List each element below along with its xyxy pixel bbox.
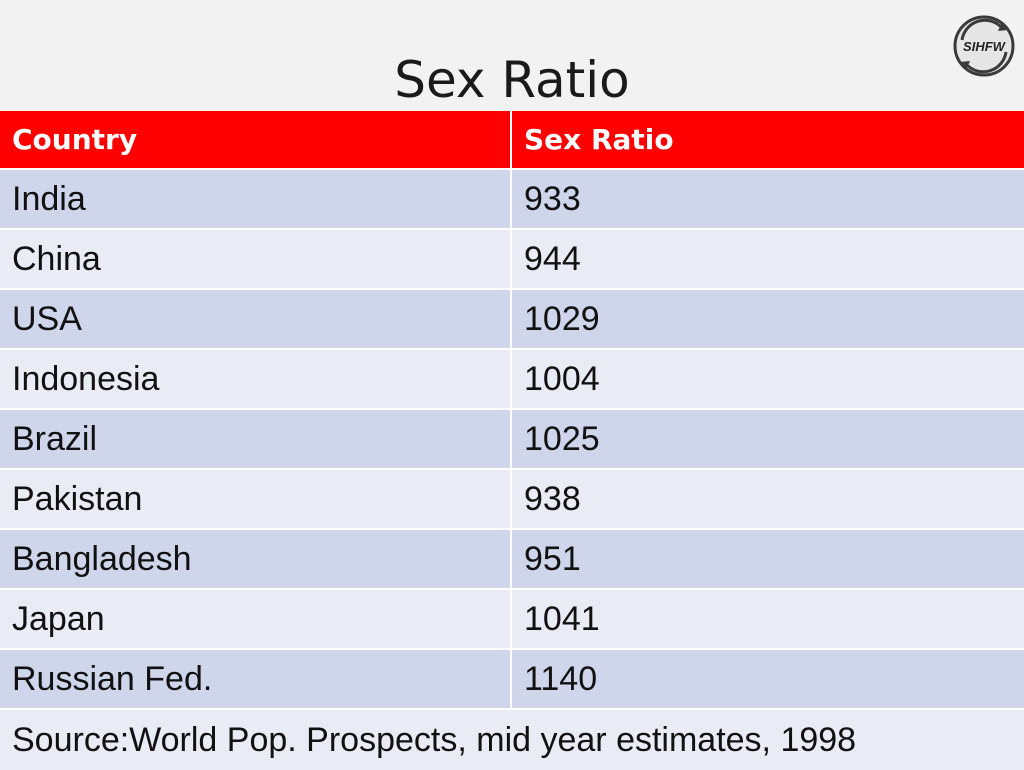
sihfw-logo: SIHFW	[953, 15, 1015, 77]
cell-sex-ratio: 951	[511, 528, 1024, 589]
cell-sex-ratio: 1004	[511, 348, 1024, 409]
cell-sex-ratio: 933	[511, 168, 1024, 229]
cell-sex-ratio: 1041	[511, 588, 1024, 649]
cell-country: Brazil	[0, 408, 512, 469]
slide-title: Sex Ratio	[394, 51, 630, 109]
table-row: USA 1029	[0, 288, 1024, 349]
cell-sex-ratio: 944	[511, 228, 1024, 289]
source-note: Source:World Pop. Prospects, mid year es…	[0, 708, 1024, 770]
source-row: Source:World Pop. Prospects, mid year es…	[0, 708, 1024, 770]
cell-sex-ratio: 1025	[511, 408, 1024, 469]
cell-country: Indonesia	[0, 348, 512, 409]
cell-sex-ratio: 1140	[511, 648, 1024, 709]
table-row: Russian Fed. 1140	[0, 648, 1024, 709]
cell-country: Bangladesh	[0, 528, 512, 589]
cell-sex-ratio: 1029	[511, 288, 1024, 349]
cell-country: USA	[0, 288, 512, 349]
sex-ratio-table: Country Sex Ratio India 933 China 944 US…	[0, 111, 1024, 770]
table-row: China 944	[0, 228, 1024, 289]
table-row: Brazil 1025	[0, 408, 1024, 469]
svg-text:SIHFW: SIHFW	[963, 39, 1007, 54]
table-row: India 933	[0, 168, 1024, 229]
cell-country: Russian Fed.	[0, 648, 512, 709]
cell-country: Pakistan	[0, 468, 512, 529]
table-row: Pakistan 938	[0, 468, 1024, 529]
cell-sex-ratio: 938	[511, 468, 1024, 529]
column-header-country: Country	[0, 111, 512, 169]
cell-country: Japan	[0, 588, 512, 649]
table-row: Japan 1041	[0, 588, 1024, 649]
table-row: Bangladesh 951	[0, 528, 1024, 589]
cell-country: China	[0, 228, 512, 289]
column-header-sex-ratio: Sex Ratio	[511, 111, 1024, 169]
table-header-row: Country Sex Ratio	[0, 111, 1024, 169]
cell-country: India	[0, 168, 512, 229]
table-row: Indonesia 1004	[0, 348, 1024, 409]
